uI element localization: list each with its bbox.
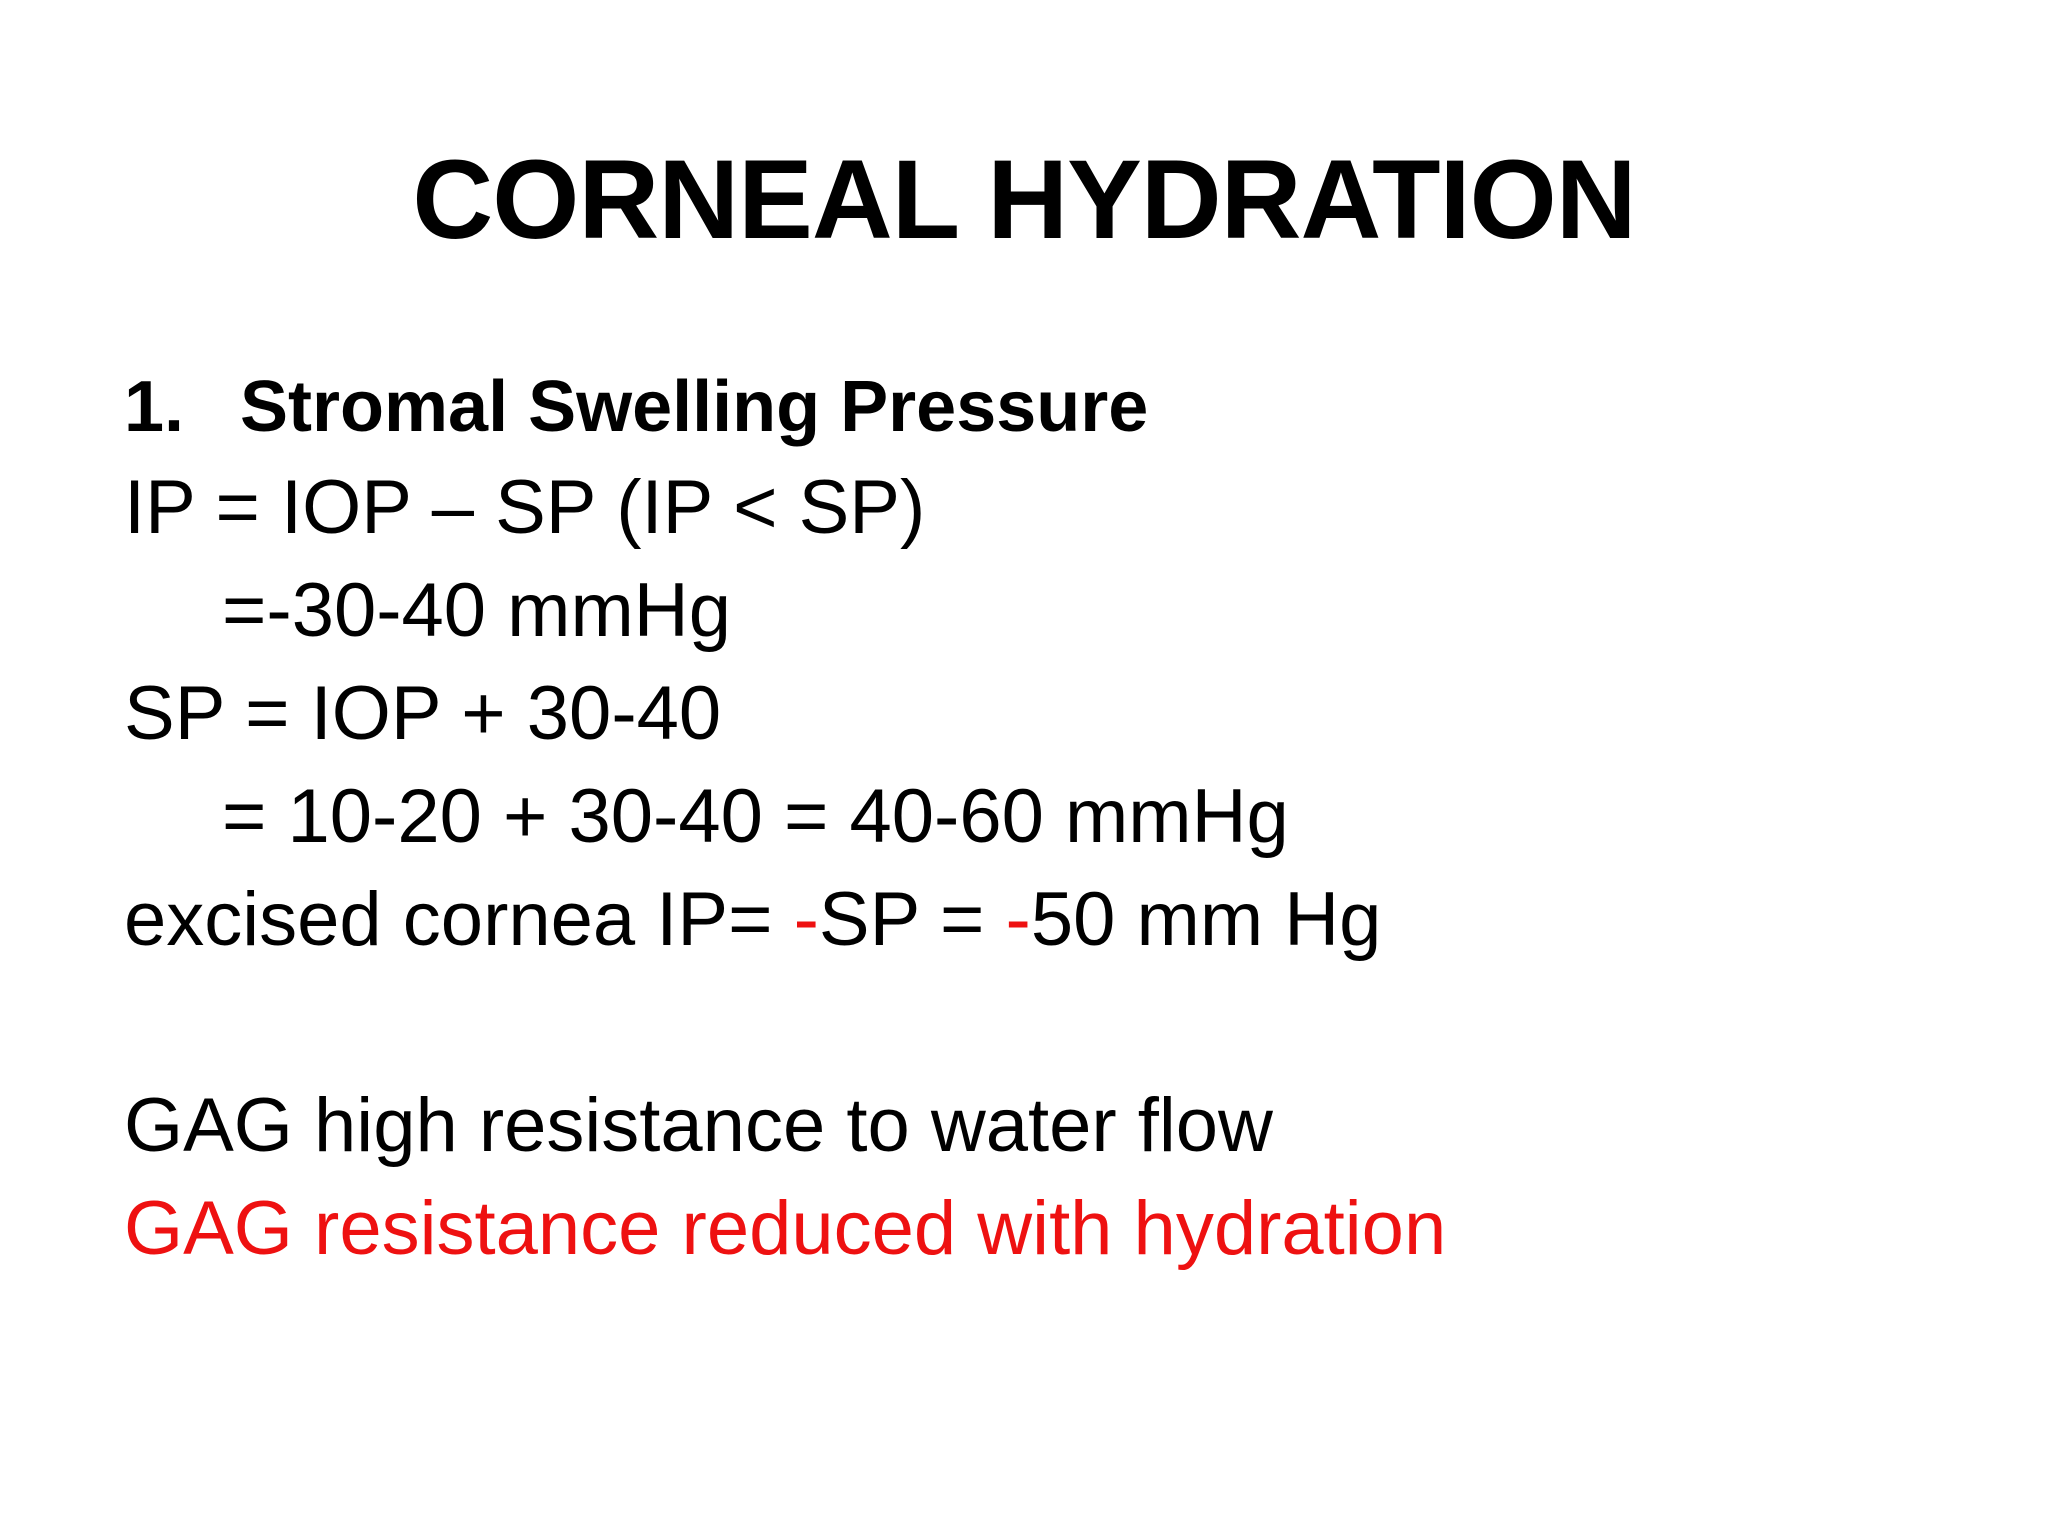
gag-resistance-line: GAG high resistance to water flow <box>124 1083 1273 1168</box>
excised-cornea-text-2: SP = <box>818 877 1006 962</box>
minus-sign-2: - <box>1005 877 1031 962</box>
excised-cornea-text-3: 50 mm Hg <box>1030 877 1382 962</box>
minus-sign-1: - <box>793 877 819 962</box>
excised-cornea-text-1: excised cornea IP= <box>124 877 794 962</box>
equation-line-sp: SP = IOP + 30-40 <box>124 671 722 756</box>
slide-title: CORNEAL HYDRATION <box>412 137 1636 262</box>
list-heading: 1. Stromal Swelling Pressure <box>124 357 1148 457</box>
excised-cornea-line: excised cornea IP= -SP = -50 mm Hg <box>124 870 1381 970</box>
equation-line-ip: IP = IOP – SP (IP < SP) <box>124 465 926 550</box>
gag-hydration-line: GAG resistance reduced with hydration <box>124 1186 1447 1271</box>
list-heading-text: Stromal Swelling Pressure <box>240 367 1149 447</box>
list-number: 1. <box>124 367 185 447</box>
equation-line-ip-value: =-30-40 mmHg <box>222 568 731 653</box>
equation-line-sp-value: = 10-20 + 30-40 = 40-60 mmHg <box>222 774 1289 859</box>
